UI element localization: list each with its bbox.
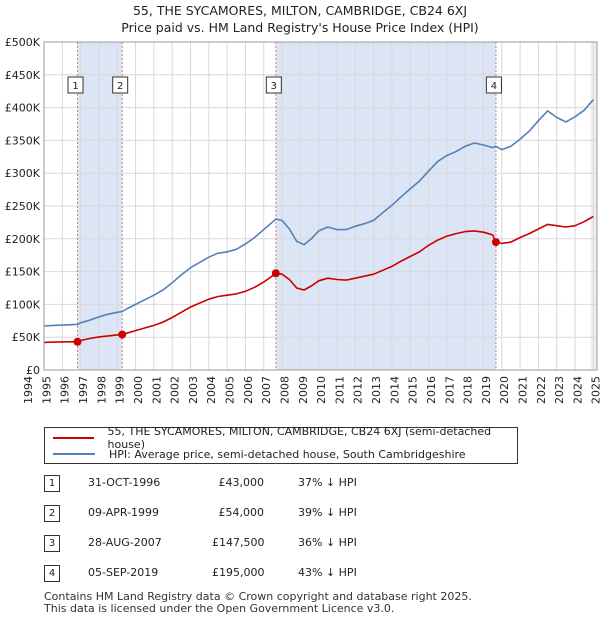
legend-item-hpi: HPI: Average price, semi-detached house,…	[53, 446, 466, 462]
chart-title: 55, THE SYCAMORES, MILTON, CAMBRIDGE, CB…	[132, 3, 468, 18]
x-tick-label: 1995	[40, 376, 53, 404]
y-tick-label: £350K	[5, 134, 41, 147]
transaction-price: £43,000	[218, 476, 265, 489]
sale-number-label: 4	[491, 81, 497, 92]
x-tick-label: 2018	[462, 376, 475, 404]
x-tick-label: 2020	[498, 376, 511, 404]
transaction-number-badge: 4	[44, 565, 60, 582]
y-tick-label: £500K	[5, 36, 41, 49]
transaction-price: £195,000	[212, 566, 265, 579]
transaction-hpi-diff: 39% ↓ HPI	[298, 506, 357, 519]
transaction-date: 05-SEP-2019	[88, 566, 159, 579]
legend-item-price-paid: 55, THE SYCAMORES, MILTON, CAMBRIDGE, CB…	[53, 425, 517, 451]
table-row: 1 31-OCT-1996 £43,000 37% ↓ HPI	[44, 474, 424, 494]
chart-subtitle: Price paid vs. HM Land Registry's House …	[121, 20, 479, 35]
footer-licence: This data is licensed under the Open Gov…	[44, 602, 395, 615]
table-row: 4 05-SEP-2019 £195,000 43% ↓ HPI	[44, 564, 424, 584]
transaction-number-badge: 1	[44, 475, 60, 492]
sale-point-marker	[73, 337, 82, 346]
x-tick-label: 2004	[205, 376, 218, 404]
transaction-number-badge: 2	[44, 505, 60, 522]
x-tick-label: 2015	[407, 376, 420, 404]
x-tick-label: 2021	[517, 376, 530, 404]
x-tick-label: 2008	[278, 376, 291, 404]
transaction-date: 09-APR-1999	[88, 506, 160, 519]
x-tick-label: 2005	[224, 376, 237, 404]
plot-frame	[43, 41, 598, 371]
legend-label-price-paid: 55, THE SYCAMORES, MILTON, CAMBRIDGE, CB…	[107, 425, 492, 451]
x-tick-label: 2006	[242, 376, 255, 404]
x-tick-label: 2000	[132, 376, 145, 404]
sale-number-label: 2	[117, 81, 123, 92]
x-tick-label: 2022	[535, 376, 548, 404]
x-tick-label: 2012	[352, 376, 365, 404]
x-tick-label: 2016	[425, 376, 438, 404]
y-tick-label: £250K	[5, 200, 41, 213]
x-tick-label: 2001	[150, 376, 163, 404]
x-tick-label: 1997	[77, 376, 90, 404]
y-tick-label: £50K	[12, 331, 41, 344]
y-tick-label: £200K	[5, 233, 41, 246]
x-tick-label: 1996	[59, 376, 72, 404]
y-tick-label: £300K	[5, 167, 41, 180]
x-tick-label: 2003	[187, 376, 200, 404]
table-row: 3 28-AUG-2007 £147,500 36% ↓ HPI	[44, 534, 424, 554]
sale-number-box	[485, 76, 502, 94]
sale-number-box	[265, 76, 282, 94]
sale-point-marker	[491, 238, 500, 247]
x-tick-label: 2002	[169, 376, 182, 404]
sale-number-label: 1	[72, 81, 78, 92]
sale-number-box	[112, 76, 129, 94]
x-tick-label: 2011	[333, 376, 346, 404]
transaction-hpi-diff: 36% ↓ HPI	[298, 536, 357, 549]
y-tick-label: £150K	[5, 266, 41, 279]
x-tick-label: 2023	[553, 376, 566, 404]
transaction-number-badge: 3	[44, 535, 60, 552]
transaction-date: 28-AUG-2007	[88, 536, 162, 549]
x-tick-label: 2007	[260, 376, 273, 404]
sale-point-marker	[271, 269, 280, 278]
hpi-line	[43, 99, 594, 327]
transaction-hpi-diff: 43% ↓ HPI	[298, 566, 357, 579]
transaction-hpi-diff: 37% ↓ HPI	[298, 476, 357, 489]
x-tick-label: 2009	[297, 376, 310, 404]
transaction-price: £147,500	[212, 536, 265, 549]
legend-swatch-price-paid	[53, 437, 94, 439]
x-tick-label: 2025	[590, 376, 600, 404]
y-tick-label: £400K	[5, 102, 41, 115]
sale-number-box	[67, 76, 84, 94]
price-chart: 1 2 3 4 £0 £50K £100K £150K £200K £250K £300K £350…	[5, 36, 600, 404]
x-tick-label: 2010	[315, 376, 328, 404]
x-tick-label: 1999	[114, 376, 127, 404]
transaction-date: 31-OCT-1996	[88, 476, 161, 489]
chart-legend: 55, THE SYCAMORES, MILTON, CAMBRIDGE, CB…	[44, 425, 518, 464]
footer-copyright: Contains HM Land Registry data © Crown c…	[44, 590, 472, 603]
y-tick-label: £450K	[5, 69, 41, 82]
y-tick-label: £0	[26, 364, 40, 377]
sale-point-marker	[118, 330, 127, 339]
sale-number-label: 3	[271, 81, 277, 92]
x-tick-label: 2014	[388, 376, 401, 404]
transaction-price: £54,000	[218, 506, 265, 519]
x-tick-label: 1994	[22, 376, 35, 404]
x-tick-label: 2019	[480, 376, 493, 404]
y-tick-label: £100K	[5, 298, 41, 311]
x-tick-label: 1998	[95, 376, 108, 404]
x-tick-label: 2017	[443, 376, 456, 404]
legend-swatch-hpi	[53, 453, 95, 455]
table-row: 2 09-APR-1999 £54,000 39% ↓ HPI	[44, 504, 424, 524]
x-tick-label: 2024	[571, 376, 584, 404]
legend-label-hpi: HPI: Average price, semi-detached house,…	[109, 447, 466, 461]
x-tick-label: 2013	[370, 376, 383, 404]
